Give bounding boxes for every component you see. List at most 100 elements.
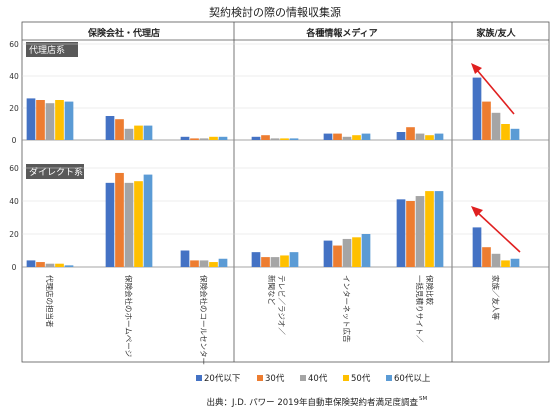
bar (352, 135, 361, 140)
bar (45, 103, 55, 140)
y-tick-label: 20 (9, 230, 19, 239)
legend-swatch (343, 375, 349, 381)
panel-label-agent: 代理店系 (29, 44, 65, 56)
legend-label: 50代 (351, 373, 371, 384)
bar (26, 98, 36, 140)
panel-label-box-agent (26, 42, 78, 57)
trend-arrow-direct (471, 206, 521, 253)
bar (45, 263, 55, 267)
bar (361, 133, 371, 140)
bar (323, 133, 333, 140)
bar (64, 101, 74, 140)
legend-swatch (300, 375, 306, 381)
y-tick-label: 60 (9, 164, 19, 173)
bar (333, 133, 342, 140)
bar (218, 258, 228, 267)
legend-swatch (196, 375, 202, 381)
bar (342, 238, 352, 267)
x-category-label: 保険会社のコールセンター (199, 275, 209, 365)
bar (270, 138, 280, 140)
bar (482, 101, 491, 140)
bar (361, 234, 371, 267)
group-header-insurer: 保険会社・代理店 (87, 27, 160, 39)
x-category-label: 保険比較 (425, 275, 435, 305)
plot-area: 0 20 40 60 0 20 40 60 代理店の担当者 保険会社のホームページ 保険会社のコール… (9, 21, 550, 365)
bar (55, 100, 64, 140)
bar (425, 191, 434, 267)
bar (333, 245, 342, 267)
bar (270, 257, 280, 267)
bar (289, 138, 299, 140)
source-mark: SM (419, 396, 427, 402)
bar (396, 132, 406, 140)
bar (510, 258, 520, 267)
bar (510, 128, 520, 140)
y-tick-label: 40 (9, 72, 19, 81)
bar (251, 136, 261, 140)
bar (434, 191, 444, 267)
bar (289, 252, 299, 267)
bar (251, 252, 261, 267)
bar (501, 260, 510, 267)
bar (115, 172, 124, 267)
bar (36, 100, 45, 140)
bar (434, 133, 444, 140)
bar (342, 136, 352, 140)
bar (180, 250, 190, 267)
x-category-label: 保険会社のホームページ (124, 275, 134, 358)
legend-label: 20代以下 (204, 373, 241, 384)
source-note: 出典：J.D. パワー 2019年自動車保険契約者満足度調査 (207, 397, 419, 408)
bar (209, 262, 218, 267)
bar (352, 237, 361, 267)
chart-frame (21, 21, 550, 363)
legend: 20代以下 30代 40代 50代 60代以上 (196, 373, 431, 384)
group-header-media: 各種情報メディア (305, 27, 377, 39)
legend-label: 60代以上 (394, 373, 431, 384)
bar (115, 119, 124, 140)
bar (261, 135, 270, 140)
y-tick-label: 60 (9, 40, 19, 49)
y-tick-label: 0 (12, 263, 17, 272)
bar (406, 127, 415, 140)
bar (55, 263, 64, 267)
bar (105, 182, 115, 267)
trend-arrow-agent (471, 63, 515, 115)
bar (280, 138, 289, 140)
y-tick-label: 20 (9, 104, 19, 113)
bar (323, 240, 333, 267)
legend-swatch (386, 375, 392, 381)
bar (482, 247, 491, 267)
bar (491, 253, 501, 267)
bar (415, 196, 425, 267)
bar (280, 255, 289, 267)
bar (124, 128, 134, 140)
x-category-label: 家族／友人等 (491, 275, 501, 320)
bar (218, 136, 228, 140)
bar (406, 201, 415, 267)
x-category-label: テレビ／ラジオ／ (277, 275, 286, 335)
x-category-label: 代理店の担当者 (45, 275, 55, 328)
bar (36, 262, 45, 267)
bar (425, 135, 434, 140)
bar (190, 138, 199, 140)
legend-label: 30代 (265, 373, 285, 384)
panel-label-direct: ダイレクト系 (29, 166, 83, 178)
bar (415, 133, 425, 140)
bar (180, 136, 190, 140)
bar (209, 136, 218, 140)
bar (105, 116, 115, 140)
bar (261, 257, 270, 267)
bar (501, 124, 510, 140)
bar (190, 260, 199, 267)
bar (472, 227, 482, 267)
bar (491, 112, 501, 140)
bar (199, 138, 209, 140)
x-category-label: インターネット広告 (342, 275, 352, 343)
bar (143, 174, 153, 267)
legend-swatch (257, 375, 263, 381)
bar (199, 260, 209, 267)
x-category-label: 一括見積りサイト／ (415, 275, 425, 343)
y-tick-label: 40 (9, 197, 19, 206)
bar (134, 181, 143, 267)
